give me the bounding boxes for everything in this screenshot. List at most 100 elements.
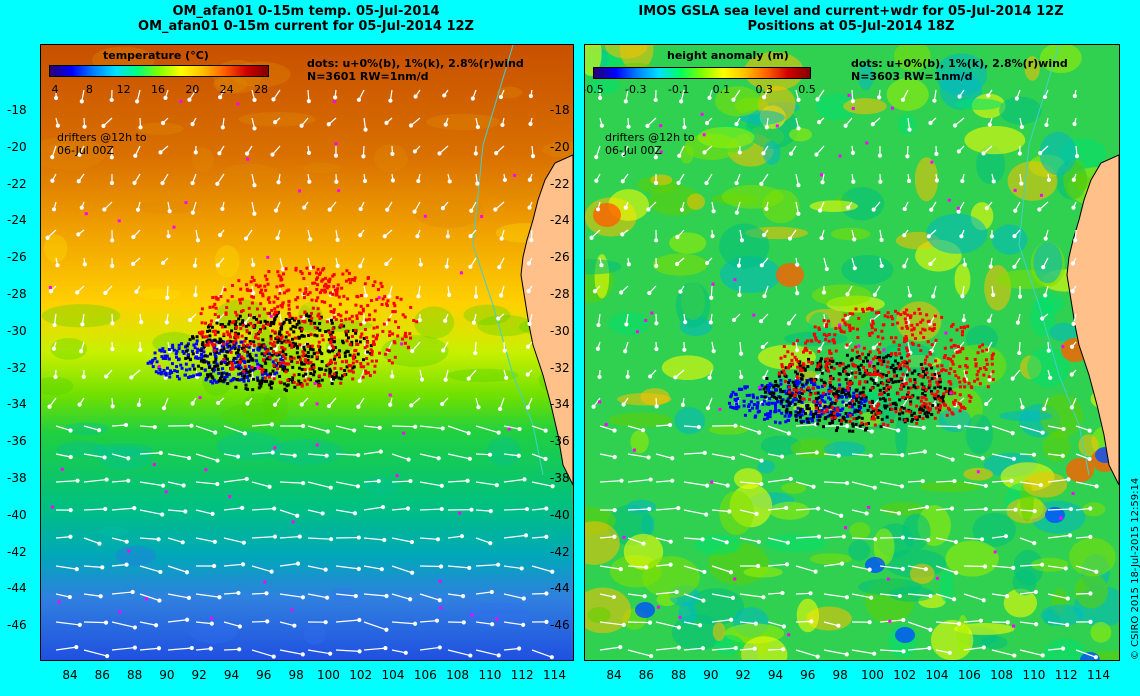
temperature-colorbar-tick: 12 [116,83,131,96]
right-colorbar-title: height anomaly (m) [667,49,789,62]
drifter-cluster [197,265,419,388]
longitude-label: 102 [349,668,373,682]
right-drifters-line1: drifters @12h to [605,131,695,144]
left-drifters-line1: drifters @12h to [57,131,147,144]
left-legend-line2: N=3601 RW=1nm/d [307,70,429,83]
latitude-label: -34 [550,397,570,412]
latitude-label: -22 [7,176,27,191]
latitude-label: -38 [550,471,570,485]
left-legend-line1: dots: u+0%(b), 1%(k), 2.8%(r)wind [307,57,524,70]
longitude-label: 108 [446,668,470,682]
longitude-label: 112 [1054,668,1078,682]
left-title-line2: OM_afan01 0-15m current for 05-Jul-2014 … [138,19,474,34]
longitude-label: 84 [62,668,78,682]
temperature-colorbar-tick: 28 [254,83,268,96]
temperature-map-panel: temperature (°C) 4 8 12 16 20 24 28 dots: u+0%… [40,44,574,661]
longitude-label: 84 [606,668,622,682]
right-legend-line2: N=3603 RW=1nm/d [851,70,973,83]
right-drifters-line2: 06-Jul 00Z [605,144,662,157]
temperature-map [41,45,573,660]
latitude-label: -46 [7,618,27,633]
right-map-title: IMOS GSLA sea level and current+wdr for … [584,4,1118,34]
longitude-label: 104 [925,668,949,682]
longitude-label: 110 [1022,668,1046,682]
land-mass [1066,154,1119,486]
height-anomaly-colorbar-tick: -0.1 [667,83,690,96]
latitude-label: -40 [550,507,570,522]
left-drifters-note: drifters @12h to 06-Jul 00Z [57,131,147,157]
longitude-label: 108 [990,668,1014,682]
longitude-label: 100 [860,668,884,682]
longitude-label: 104 [381,668,405,682]
latitude-label: -46 [550,618,570,633]
longitude-label: 106 [413,668,437,682]
latitude-label: -42 [550,544,570,559]
longitude-label: 112 [510,668,534,682]
wind-particles [598,93,1075,637]
latitude-label: -24 [7,213,27,228]
right-title-line2: Positions at 05-Jul-2014 18Z [747,19,955,34]
latitude-label: -40 [7,507,27,522]
right-drifters-note: drifters @12h to 06-Jul 00Z [605,131,695,157]
left-colorbar-title: temperature (°C) [103,49,209,62]
latitude-label: -36 [550,434,570,449]
latitude-label: -44 [550,581,570,596]
height-anomaly-colorbar-tick: -0.3 [625,83,647,96]
longitude-label: 110 [478,668,502,682]
longitude-label: 88 [126,668,143,682]
sea-level-map-panel: height anomaly (m) -0.5 -0.3 -0.1 0.1 0.3 0.5… [584,44,1120,661]
latitude-label: -30 [7,323,27,338]
temperature-colorbar-tick: 4 [51,83,59,96]
longitude-label: 88 [670,668,687,682]
longitude-label: 86 [638,668,654,682]
wind-particles [48,99,517,621]
longitude-label: 94 [223,668,240,682]
latitude-label: -30 [550,323,570,338]
longitude-label: 92 [191,668,207,682]
bathymetry-contour [1018,45,1090,476]
longitude-label: 92 [735,668,751,682]
latitude-label: -36 [7,434,27,449]
latitude-label: -42 [7,544,27,559]
height-anomaly-colorbar [593,67,811,79]
drifter-cluster [777,306,995,427]
latitude-label: -18 [7,103,27,117]
longitude-label: 114 [543,668,566,682]
height-anomaly-colorbar-tick: 0.1 [712,83,731,96]
latitude-label: -24 [550,213,570,228]
latitude-label: -32 [7,360,27,375]
left-legend: dots: u+0%(b), 1%(k), 2.8%(r)wind N=3601… [307,57,524,83]
height-anomaly-colorbar-tick: 0.5 [798,83,816,96]
longitude-label: 98 [832,668,848,682]
longitude-label: 94 [767,668,784,682]
latitude-label: -34 [7,397,27,412]
longitude-label: 86 [94,668,110,682]
longitude-label: 106 [957,668,981,682]
height-anomaly-colorbar-tick: 0.3 [755,83,773,96]
longitude-label: 102 [893,668,917,682]
bathymetry-contour [472,45,544,476]
longitude-label: 114 [1087,668,1110,682]
longitude-label: 96 [800,668,816,682]
land-mass [520,154,573,486]
latitude-label: -28 [7,287,27,301]
latitude-label: -20 [7,139,27,154]
right-legend: dots: u+0%(b), 1%(k), 2.8%(r)wind N=3603… [851,57,1068,83]
temperature-colorbar-tick: 24 [219,83,234,96]
longitude-label: 90 [703,668,719,682]
left-drifters-line2: 06-Jul 00Z [57,144,114,157]
longitude-label: 90 [159,668,175,682]
left-map-title: OM_afan01 0-15m temp. 05-Jul-2014 OM_afa… [40,4,572,34]
latitude-label: -18 [550,103,570,117]
longitude-label: 98 [288,668,304,682]
latitude-label: -44 [7,581,27,596]
latitude-label: -28 [550,287,570,301]
right-title-line1: IMOS GSLA sea level and current+wdr for … [638,4,1064,19]
latitude-label: -38 [7,471,27,485]
latitude-label: -20 [550,139,570,154]
temperature-colorbar-tick: 8 [85,83,93,96]
copyright-credit: © CSIRO 2015 18-Jul-2015 12:59:14 [1130,477,1140,660]
longitude-label: 96 [256,668,272,682]
temperature-colorbar [49,65,269,77]
latitude-label: -26 [550,250,570,265]
